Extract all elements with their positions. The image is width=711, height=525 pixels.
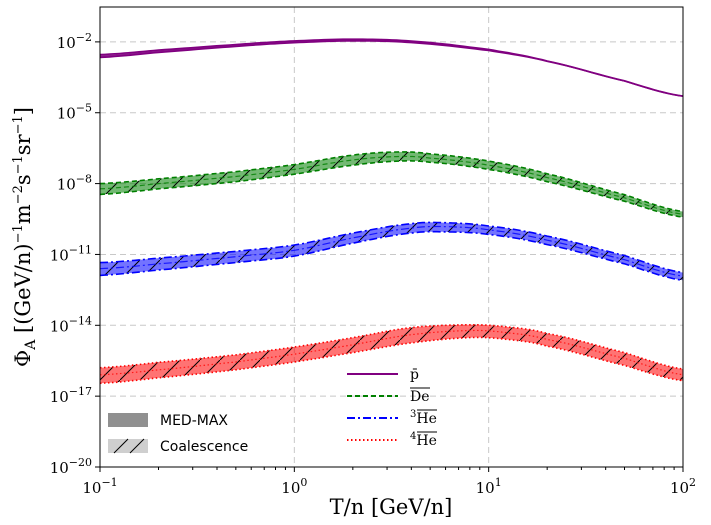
- y-tick-label: 10−17: [50, 385, 92, 406]
- y-tick-label: 10−8: [57, 173, 92, 194]
- y-tick-label: 10−2: [57, 31, 92, 52]
- x-tick-label: 10−1: [82, 476, 117, 497]
- series-lines: [100, 38, 683, 385]
- legend-bands: MED-MAX Coalescence: [108, 413, 248, 455]
- legend-swatch-0: [108, 413, 148, 427]
- band-edge-hi-3: [100, 324, 683, 370]
- band-hatch-1: [100, 151, 683, 218]
- x-tick-label: 102: [670, 476, 696, 497]
- legend-hatch-a: [113, 438, 129, 454]
- series-line-0: [100, 39, 683, 97]
- series-line-3: [100, 329, 683, 376]
- plot-frame: [99, 6, 684, 468]
- y-tick-label: 10−5: [57, 102, 92, 123]
- x-tick-label: 101: [476, 476, 502, 497]
- legend-label-3: 4He: [410, 431, 437, 449]
- legend-label-1: De: [410, 389, 430, 405]
- y-tick-label: 10−11: [50, 243, 92, 264]
- y-axis-label: ΦA [(GeV/n)−1m−2s−1sr−1]: [11, 107, 39, 367]
- y-tick-label: 10−14: [50, 314, 92, 335]
- x-axis-label: T/n [GeV/n]: [330, 495, 453, 519]
- band-hatch-2: [100, 222, 683, 281]
- legend-band-label-0: MED-MAX: [160, 413, 228, 429]
- x-tick-label: 100: [281, 476, 307, 497]
- legend-label-0: p̄: [410, 367, 419, 383]
- legend-hatch-b: [129, 438, 145, 454]
- legend-series: p̄ De 3He 4He: [347, 367, 437, 449]
- band-hatch-3: [100, 324, 683, 384]
- legend-label-2: 3He: [410, 409, 437, 427]
- plot-area: [100, 7, 683, 467]
- bands: [100, 39, 683, 384]
- band-edge-lo-3: [100, 336, 683, 385]
- legend-band-label-1: Coalescence: [160, 439, 248, 455]
- y-tick-label: 10−20: [50, 456, 92, 477]
- ticks: 10−1 100 101 102 10−2 10−5 10−8 10−11 10−14 10−17…: [50, 31, 696, 497]
